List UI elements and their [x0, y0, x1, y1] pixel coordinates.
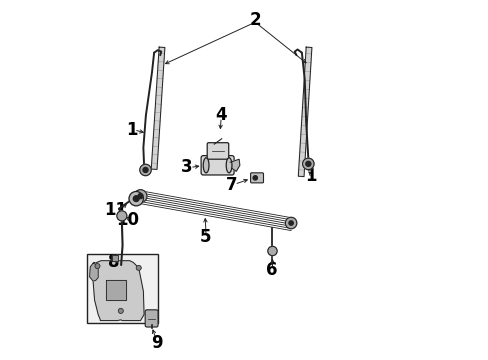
- Circle shape: [267, 246, 277, 256]
- Circle shape: [305, 161, 310, 166]
- Circle shape: [133, 196, 139, 202]
- Circle shape: [117, 211, 126, 221]
- Polygon shape: [106, 280, 126, 300]
- Text: 2: 2: [249, 12, 261, 30]
- Text: 9: 9: [150, 334, 162, 352]
- Polygon shape: [298, 47, 311, 177]
- Circle shape: [129, 192, 143, 206]
- Polygon shape: [93, 261, 144, 320]
- Text: 7: 7: [225, 176, 237, 194]
- Text: 3: 3: [181, 158, 193, 176]
- Circle shape: [253, 176, 257, 180]
- Text: 1: 1: [125, 121, 137, 139]
- Circle shape: [288, 221, 293, 225]
- Circle shape: [95, 264, 100, 269]
- Circle shape: [140, 164, 151, 176]
- Ellipse shape: [226, 158, 231, 173]
- Polygon shape: [151, 47, 164, 170]
- Circle shape: [285, 217, 296, 229]
- Text: 11: 11: [103, 202, 127, 220]
- FancyBboxPatch shape: [250, 173, 263, 183]
- Text: 1: 1: [305, 167, 316, 185]
- Polygon shape: [112, 255, 118, 261]
- Circle shape: [118, 309, 123, 314]
- Text: 10: 10: [116, 211, 139, 229]
- Text: 8: 8: [108, 253, 119, 271]
- Polygon shape: [89, 263, 98, 281]
- FancyBboxPatch shape: [145, 310, 158, 327]
- Bar: [86, 253, 158, 323]
- Circle shape: [136, 265, 141, 270]
- Ellipse shape: [203, 158, 208, 173]
- Circle shape: [134, 190, 147, 203]
- Text: 5: 5: [199, 228, 210, 246]
- Circle shape: [302, 158, 313, 170]
- Circle shape: [142, 167, 148, 172]
- Text: 6: 6: [265, 261, 277, 279]
- Circle shape: [138, 194, 142, 199]
- Polygon shape: [230, 159, 239, 171]
- Text: 4: 4: [215, 107, 226, 125]
- FancyBboxPatch shape: [207, 143, 228, 159]
- FancyBboxPatch shape: [201, 156, 234, 175]
